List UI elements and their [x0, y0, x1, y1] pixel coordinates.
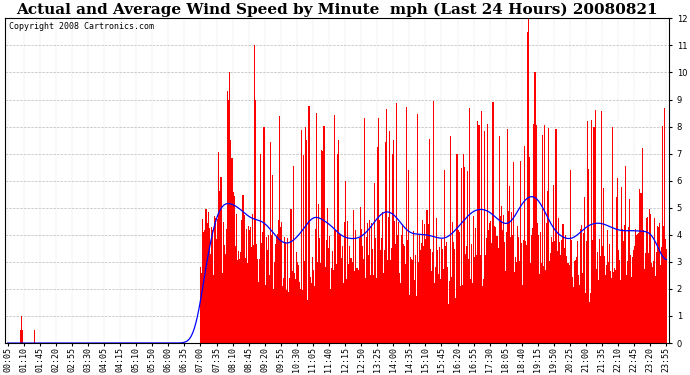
Text: Copyright 2008 Cartronics.com: Copyright 2008 Cartronics.com: [9, 22, 154, 31]
Title: Actual and Average Wind Speed by Minute  mph (Last 24 Hours) 20080821: Actual and Average Wind Speed by Minute …: [17, 3, 658, 17]
